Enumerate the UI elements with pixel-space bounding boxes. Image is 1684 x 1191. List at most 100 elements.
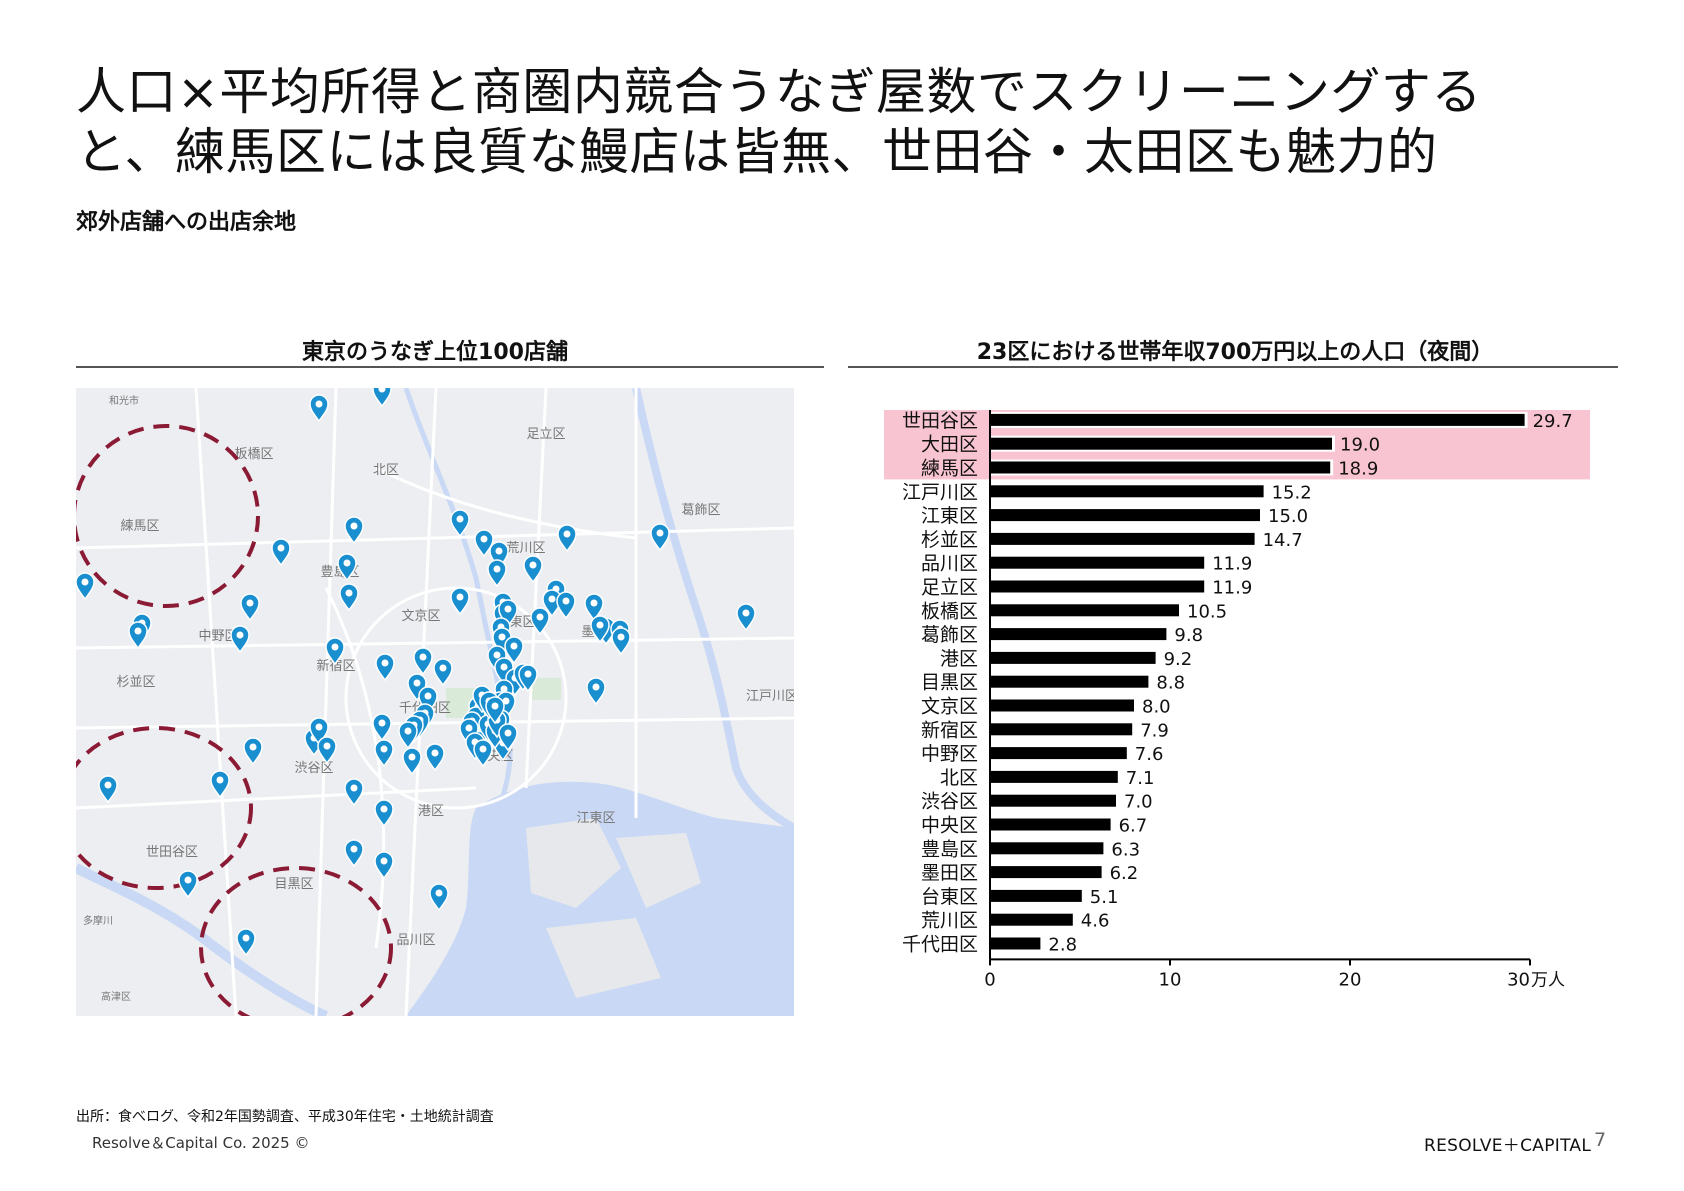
bar-中央区 — [990, 818, 1111, 831]
opportunity-area-circle — [76, 726, 253, 890]
location-pin-icon[interactable] — [98, 775, 118, 804]
category-label: 文京区 — [921, 696, 978, 718]
location-pin-icon[interactable] — [523, 555, 543, 584]
map-area-label: 荒川区 — [506, 541, 545, 556]
bar-荒川区 — [990, 913, 1073, 926]
location-pin-icon[interactable] — [487, 559, 507, 588]
category-label: 江戸川区 — [902, 481, 978, 503]
location-pin-icon[interactable] — [556, 591, 576, 620]
location-pin-icon[interactable] — [240, 593, 260, 622]
tokyo-map: 和光市足立区板橋区北区葛飾区練馬区荒川区豊島区文京区台東区墨田区中野区杉並区新宿… — [76, 388, 794, 1016]
location-pin-icon[interactable] — [374, 851, 394, 880]
location-pin-icon[interactable] — [429, 883, 449, 912]
location-pin-icon[interactable] — [504, 636, 524, 665]
location-pin-icon[interactable] — [374, 739, 394, 768]
sumida-river — [403, 388, 513, 819]
value-label: 11.9 — [1212, 578, 1252, 599]
location-pin-icon[interactable] — [584, 593, 604, 622]
location-pin-icon[interactable] — [518, 664, 538, 693]
value-label: 6.7 — [1119, 816, 1148, 837]
bar-江東区 — [990, 509, 1260, 522]
bar-chart: 世田谷区 大田区 練馬区 江戸川区 江東区 杉並区 品川区 足立区 板橋区 葛飾区 港区 目黒区 文京区… — [850, 404, 1594, 1010]
bar-渋谷区 — [990, 794, 1116, 807]
map-panel-title: 東京のうなぎ上位100店舗 — [302, 340, 568, 365]
bar-江戸川区 — [990, 485, 1264, 498]
location-pin-icon[interactable] — [375, 653, 395, 682]
location-pin-icon[interactable] — [230, 625, 250, 654]
bar-chart-canvas: 世田谷区大田区練馬区江戸川区江東区杉並区品川区足立区板橋区葛飾区港区目黒区文京区… — [884, 404, 1594, 990]
value-label: 6.3 — [1111, 839, 1140, 860]
bar-目黒区 — [990, 675, 1149, 688]
location-pin-icon[interactable] — [344, 839, 364, 868]
location-pin-icon[interactable] — [309, 394, 329, 423]
location-pin-icon[interactable] — [530, 607, 550, 636]
value-label: 4.6 — [1081, 911, 1110, 932]
bar-新宿区 — [990, 723, 1133, 736]
location-pin-icon[interactable] — [344, 516, 364, 545]
location-pin-icon[interactable] — [374, 799, 394, 828]
bar-板橋区 — [990, 604, 1179, 617]
location-pin-icon[interactable] — [425, 743, 445, 772]
map-area-label: 港区 — [418, 804, 444, 819]
location-pin-icon[interactable] — [236, 928, 256, 957]
map-area-label: 世田谷区 — [146, 845, 198, 860]
map-area-label: 和光市 — [109, 394, 139, 407]
location-pin-icon[interactable] — [337, 553, 357, 582]
location-pin-icon[interactable] — [398, 721, 418, 750]
location-pin-icon[interactable] — [271, 538, 291, 567]
location-pin-icon[interactable] — [413, 647, 433, 676]
bar-足立区 — [990, 580, 1205, 593]
location-pin-icon[interactable] — [339, 583, 359, 612]
location-pin-icon[interactable] — [485, 696, 505, 725]
reclaimed-land — [546, 918, 661, 998]
bar-杉並区 — [990, 532, 1255, 545]
bar-豊島区 — [990, 842, 1104, 855]
arakawa-river — [632, 388, 794, 832]
category-label: 中野区 — [921, 743, 978, 765]
page-number: 7 — [1594, 1129, 1607, 1151]
location-pin-icon[interactable] — [210, 770, 230, 799]
location-pin-icon[interactable] — [473, 739, 493, 768]
location-pin-icon[interactable] — [243, 737, 263, 766]
tokyo-map-canvas: 和光市足立区板橋区北区葛飾区練馬区荒川区豊島区文京区台東区墨田区中野区杉並区新宿… — [76, 388, 794, 1016]
map-area-label: 新宿区 — [316, 658, 355, 674]
location-pin-icon[interactable] — [178, 870, 198, 899]
location-pin-icon[interactable] — [450, 587, 470, 616]
location-pin-icon[interactable] — [557, 524, 577, 553]
location-pin-icon[interactable] — [498, 723, 518, 752]
location-pin-icon[interactable] — [372, 713, 392, 742]
value-label: 29.7 — [1533, 411, 1573, 432]
source-note: 出所：食べログ、令和2年国勢調査、平成30年住宅・土地統計調査 — [76, 1109, 494, 1125]
tokyo-bay — [406, 781, 794, 1016]
category-label: 葛飾区 — [921, 624, 978, 646]
location-pin-icon[interactable] — [325, 637, 345, 666]
value-label: 7.1 — [1126, 768, 1155, 789]
category-label: 港区 — [940, 648, 978, 670]
map-area-label: 足立区 — [526, 427, 565, 442]
map-area-label: 多摩川 — [83, 914, 113, 927]
map-area-label: 江東区 — [576, 810, 615, 826]
category-label: 中央区 — [921, 815, 978, 837]
copyright: Resolve＆Capital Co. 2025 © — [92, 1134, 310, 1152]
value-label: 9.2 — [1164, 649, 1193, 670]
location-pin-icon[interactable] — [128, 621, 148, 650]
location-pin-icon[interactable] — [586, 677, 606, 706]
location-pin-icon[interactable] — [450, 509, 470, 538]
location-pin-icon[interactable] — [76, 572, 95, 601]
category-label: 江東区 — [921, 505, 978, 527]
value-label: 5.1 — [1090, 887, 1119, 908]
location-pin-icon[interactable] — [344, 778, 364, 807]
value-label: 7.9 — [1140, 720, 1169, 741]
location-pin-icon[interactable] — [433, 658, 453, 687]
location-pin-icon[interactable] — [611, 627, 631, 656]
location-pin-icon[interactable] — [650, 523, 670, 552]
location-pin-icon[interactable] — [402, 747, 422, 776]
bar-葛飾区 — [990, 628, 1167, 641]
location-pin-icon[interactable] — [317, 736, 337, 765]
location-pin-icon[interactable] — [590, 615, 610, 644]
value-label: 11.9 — [1212, 554, 1252, 575]
location-pin-icon[interactable] — [736, 603, 756, 632]
value-label: 6.2 — [1110, 863, 1139, 884]
map-area-label: 板橋区 — [234, 447, 273, 462]
location-pin-icon[interactable] — [372, 388, 392, 408]
